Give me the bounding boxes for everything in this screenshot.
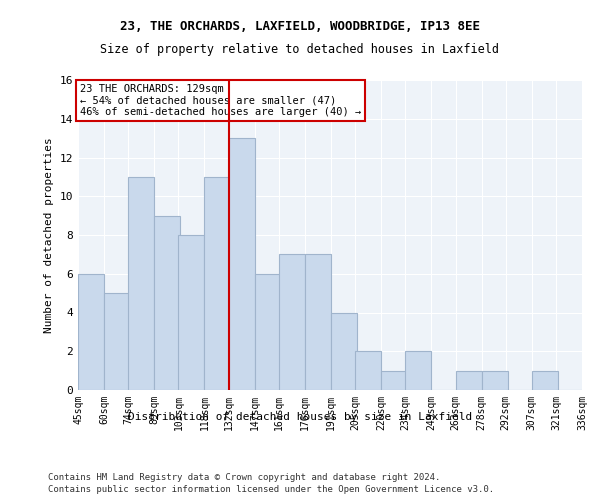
Bar: [532, 370, 558, 390]
Bar: [128, 177, 154, 390]
Y-axis label: Number of detached properties: Number of detached properties: [44, 137, 54, 333]
Bar: [406, 351, 431, 390]
Bar: [331, 312, 357, 390]
Text: Distribution of detached houses by size in Laxfield: Distribution of detached houses by size …: [128, 412, 472, 422]
Bar: [455, 370, 482, 390]
Text: 23, THE ORCHARDS, LAXFIELD, WOODBRIDGE, IP13 8EE: 23, THE ORCHARDS, LAXFIELD, WOODBRIDGE, …: [120, 20, 480, 33]
Text: Contains public sector information licensed under the Open Government Licence v3: Contains public sector information licen…: [48, 485, 494, 494]
Text: Size of property relative to detached houses in Laxfield: Size of property relative to detached ho…: [101, 42, 499, 56]
Bar: [205, 177, 230, 390]
Bar: [305, 254, 331, 390]
Text: Contains HM Land Registry data © Crown copyright and database right 2024.: Contains HM Land Registry data © Crown c…: [48, 472, 440, 482]
Text: 23 THE ORCHARDS: 129sqm
← 54% of detached houses are smaller (47)
46% of semi-de: 23 THE ORCHARDS: 129sqm ← 54% of detache…: [80, 84, 361, 117]
Bar: [381, 370, 407, 390]
Bar: [154, 216, 180, 390]
Bar: [229, 138, 254, 390]
Bar: [482, 370, 508, 390]
Bar: [355, 351, 381, 390]
Bar: [78, 274, 104, 390]
Bar: [104, 293, 130, 390]
Bar: [254, 274, 281, 390]
Bar: [279, 254, 305, 390]
Bar: [178, 235, 205, 390]
